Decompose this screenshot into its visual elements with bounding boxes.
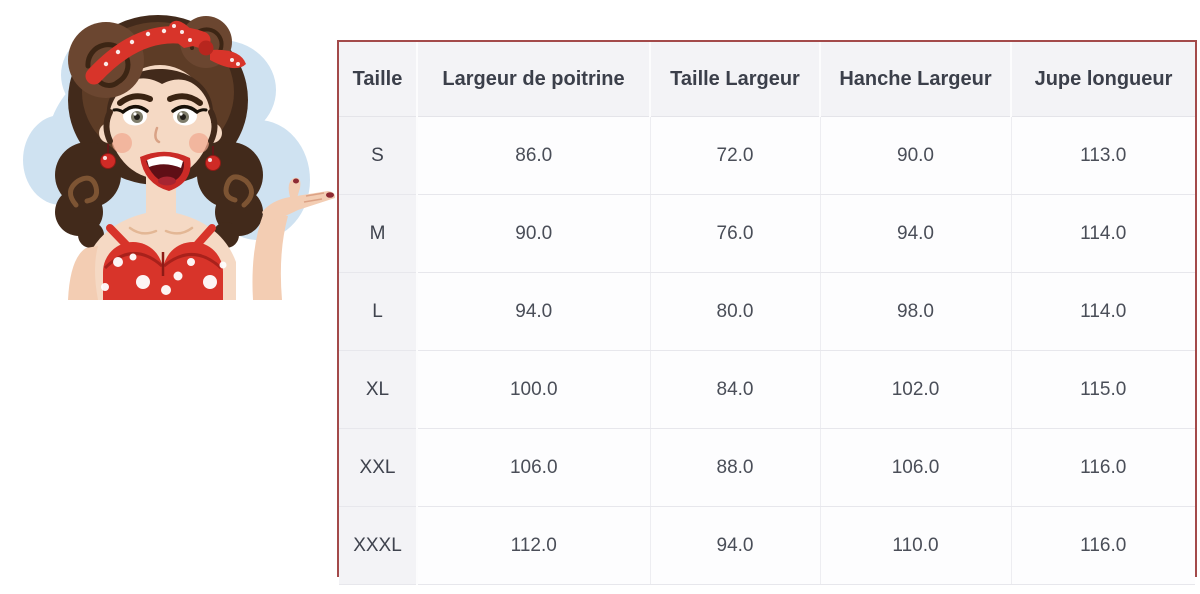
blush-left xyxy=(112,133,132,153)
measurement-cell: 102.0 xyxy=(820,350,1012,429)
column-header-skirt-length: Jupe longueur xyxy=(1011,42,1195,117)
table-row-m: M 90.0 76.0 94.0 114.0 xyxy=(339,194,1195,273)
size-label: XXXL xyxy=(339,506,418,585)
size-label: XXL xyxy=(339,428,418,507)
measurement-cell: 90.0 xyxy=(820,116,1012,195)
measurement-cell: 80.0 xyxy=(650,272,821,351)
table-row-xxxl: XXXL 112.0 94.0 110.0 116.0 xyxy=(339,506,1195,585)
eyes xyxy=(112,105,208,126)
left-arm xyxy=(68,246,98,300)
measurement-cell: 98.0 xyxy=(820,272,1012,351)
table-row-xxl: XXL 106.0 88.0 106.0 116.0 xyxy=(339,428,1195,507)
measurement-cell: 100.0 xyxy=(417,350,651,429)
measurement-cell: 113.0 xyxy=(1011,116,1195,195)
size-label: S xyxy=(339,116,418,195)
measurement-cell: 86.0 xyxy=(417,116,651,195)
measurement-cell: 114.0 xyxy=(1011,194,1195,273)
measurement-cell: 116.0 xyxy=(1011,506,1195,585)
measurement-cell: 106.0 xyxy=(820,428,1012,507)
measurement-cell: 94.0 xyxy=(417,272,651,351)
size-chart-panel: Taille Largeur de poitrine Taille Largeu… xyxy=(337,40,1197,585)
column-header-bust-width: Largeur de poitrine xyxy=(417,42,651,117)
measurement-cell: 76.0 xyxy=(650,194,821,273)
measurement-cell: 112.0 xyxy=(417,506,651,585)
open-mouth xyxy=(140,151,191,191)
eyebrow-left xyxy=(117,93,153,106)
measurement-cell: 88.0 xyxy=(650,428,821,507)
column-header-size: Taille xyxy=(339,42,418,117)
measurement-cell: 72.0 xyxy=(650,116,821,195)
table-row-xl: XL 100.0 84.0 102.0 115.0 xyxy=(339,350,1195,429)
size-label: L xyxy=(339,272,418,351)
column-header-hip-width: Hanche Largeur xyxy=(820,42,1012,117)
header-row: Taille Largeur de poitrine Taille Largeu… xyxy=(339,42,1195,117)
measurement-cell: 90.0 xyxy=(417,194,651,273)
measurement-cell: 94.0 xyxy=(650,506,821,585)
size-label: XL xyxy=(339,350,418,429)
measurement-cell: 110.0 xyxy=(820,506,1012,585)
bandana xyxy=(85,20,246,85)
measurement-cell: 106.0 xyxy=(417,428,651,507)
bandana-bow xyxy=(168,20,246,69)
table-row-s: S 86.0 72.0 90.0 113.0 xyxy=(339,116,1195,195)
size-chart-table: Taille Largeur de poitrine Taille Largeu… xyxy=(339,42,1195,585)
measurement-cell: 114.0 xyxy=(1011,272,1195,351)
blush-right xyxy=(189,133,209,153)
measurement-cell: 94.0 xyxy=(820,194,1012,273)
measurement-cell: 116.0 xyxy=(1011,428,1195,507)
pinup-girl-illustration xyxy=(6,0,336,302)
measurement-cell: 84.0 xyxy=(650,350,821,429)
table-row-l: L 94.0 80.0 98.0 114.0 xyxy=(339,272,1195,351)
eyebrow-right xyxy=(167,93,203,106)
measurement-cell: 115.0 xyxy=(1011,350,1195,429)
nose xyxy=(154,126,161,144)
polka-dot-top xyxy=(101,224,227,302)
column-header-waist-width: Taille Largeur xyxy=(650,42,821,117)
size-label: M xyxy=(339,194,418,273)
presenting-hand xyxy=(252,177,336,300)
face xyxy=(109,65,211,191)
